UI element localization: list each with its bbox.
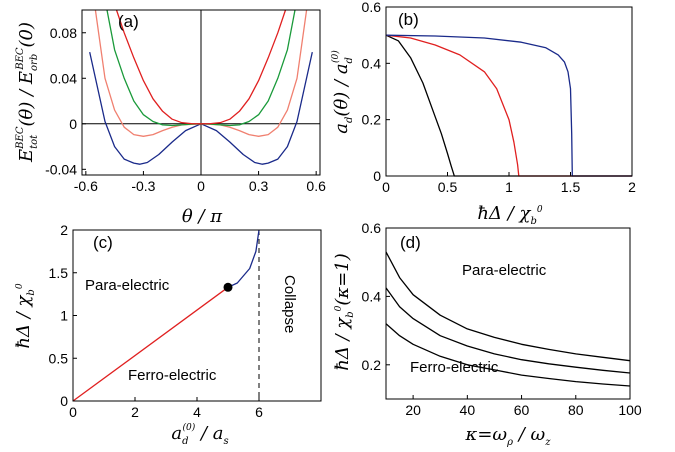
plot-c-marks: 0 2 4 6 0 0.5 1 1.5 2 [49, 222, 264, 420]
x-tick-label: 0 [197, 178, 205, 194]
series-line-d-2 [385, 323, 631, 387]
series-line-b-2 [385, 34, 632, 177]
y-tick-label: 1.5 [49, 265, 69, 281]
x-tick-label: 40 [460, 402, 476, 418]
x-tick-label: 0.3 [249, 178, 269, 194]
panel-a-label: (a) [118, 12, 139, 31]
critical-point-marker [223, 282, 233, 292]
plot-b-marks: 0 0.5 1 1.5 2 0 0.2 0.4 0.6 [362, 0, 637, 195]
x-tick-label: -0.6 [74, 178, 98, 194]
series-line-d-1 [385, 287, 631, 374]
panel-b-frame [385, 6, 633, 177]
y-tick-label: 0.2 [362, 357, 382, 373]
panel-c-label: (c) [93, 233, 113, 252]
plot-d-marks: 20 40 60 80 100 0.2 0.4 0.6 [362, 220, 642, 418]
panel-a-xlabel: θ / π [182, 206, 223, 227]
panel-d-xlabel: κ=ωρ / ωz [465, 424, 552, 448]
svg-text:ħΔ / χb0(κ=1): ħΔ / χb0(κ=1) [332, 253, 356, 371]
panel-c-collapse-label: Collapse [281, 275, 298, 333]
y-tick-label: 0.4 [362, 55, 382, 71]
panel-a: -0.6 -0.3 0 0.3 0.6 -0.04 0 0.04 0.08 (a) EtotBE… [15, 9, 326, 227]
x-tick-label: 2 [131, 404, 139, 420]
y-tick-label: 0.4 [362, 288, 382, 304]
y-tick-label: 0.6 [362, 220, 382, 236]
panel-b: 0 0.5 1 1.5 2 0 0.2 0.4 0.6 (b) ad(θ) / ad(0) ħΔ… [330, 0, 636, 227]
panel-b-label: (b) [398, 10, 419, 29]
y-tick-label: 0 [373, 168, 381, 184]
series-line-a-3 [115, 9, 287, 125]
panel-d-frame [385, 227, 631, 400]
panel-b-xlabel: ħΔ / χb0 [477, 203, 542, 227]
series-line-b-1 [385, 34, 632, 177]
svg-text:ad(θ) / ad(0): ad(θ) / ad(0) [330, 50, 355, 134]
x-tick-label: -0.3 [131, 178, 155, 194]
y-tick-label: 0.5 [49, 350, 69, 366]
x-tick-label: 1.5 [561, 179, 581, 195]
y-tick-label: 0.08 [50, 25, 77, 41]
panel-d-label: (d) [400, 233, 421, 252]
series-line-d-0 [385, 251, 631, 362]
y-tick-label: 0 [60, 393, 68, 409]
x-tick-label: 0.6 [306, 178, 326, 194]
y-tick-label: 0.04 [50, 70, 77, 86]
plot-a-marks: -0.6 -0.3 0 0.3 0.6 -0.04 0 0.04 0.08 [45, 9, 326, 194]
x-tick-label: 1 [505, 179, 513, 195]
panel-c-ferro-label: Ferro-electric [128, 367, 217, 384]
x-tick-label: 80 [568, 402, 584, 418]
panel-b-ylabel: ad(θ) / ad(0) [330, 50, 355, 134]
series-line-c-1 [227, 229, 260, 288]
svg-text:ħΔ / χb0: ħΔ / χb0 [13, 283, 37, 348]
y-tick-label: 0.2 [362, 112, 382, 128]
x-tick-label: 0.5 [438, 179, 458, 195]
y-tick-label: 2 [60, 222, 68, 238]
panel-c-ylabel: ħΔ / χb0 [13, 283, 37, 348]
x-tick-label: 0 [382, 179, 390, 195]
series-line-b-0 [385, 34, 632, 177]
x-tick-label: 4 [193, 404, 201, 420]
panel-a-ylabel: EtotBEC(θ) / EorbBEC(0) [15, 22, 40, 163]
y-tick-label: 1 [60, 308, 68, 324]
x-tick-label: 2 [628, 179, 636, 195]
panel-c-frame [72, 229, 322, 402]
x-tick-label: 6 [255, 404, 263, 420]
y-tick-label: 0 [69, 116, 77, 132]
panel-d-para-label: Para-electric [462, 262, 547, 279]
x-tick-label: 0 [69, 404, 77, 420]
svg-text:EtotBEC(θ) / EorbBEC(0): EtotBEC(θ) / EorbBEC(0) [15, 22, 40, 163]
panel-d-ylabel: ħΔ / χb0(κ=1) [332, 253, 356, 371]
panel-c-xlabel: ad(0) / as [171, 422, 228, 447]
y-tick-label: -0.04 [45, 161, 77, 177]
y-tick-label: 0.6 [362, 0, 382, 15]
x-tick-label: 20 [405, 402, 421, 418]
x-tick-label: 60 [514, 402, 530, 418]
panel-c: 0 2 4 6 0 0.5 1 1.5 2 (c) ħΔ / χb0 ad(0) / as Pa… [13, 222, 322, 447]
panel-c-collapse-label-wrap: Collapse [281, 275, 298, 333]
panel-d: 20 40 60 80 100 0.2 0.4 0.6 (d) ħΔ / χb0(κ=1) κ… [332, 220, 642, 448]
panel-c-para-label: Para-electric [85, 277, 170, 294]
panel-a-frame [81, 9, 321, 176]
series-line-c-0 [72, 286, 229, 402]
x-tick-label: 100 [618, 402, 642, 418]
panel-d-ferro-label: Ferro-electric [410, 359, 499, 376]
